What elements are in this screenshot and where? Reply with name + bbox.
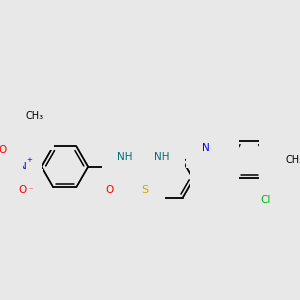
Text: O: O	[19, 185, 27, 195]
Text: Cl: Cl	[260, 195, 270, 205]
Text: O: O	[31, 125, 39, 135]
Text: NH: NH	[154, 152, 170, 162]
Text: O: O	[105, 185, 113, 195]
Text: +: +	[26, 157, 32, 163]
Text: CH₃: CH₃	[285, 154, 300, 164]
Text: O: O	[0, 145, 7, 155]
Text: N: N	[202, 142, 209, 153]
Text: N: N	[206, 167, 214, 176]
Text: CH₃: CH₃	[26, 111, 44, 122]
Text: N: N	[19, 162, 27, 172]
Text: N: N	[215, 154, 223, 164]
Text: NH: NH	[117, 152, 133, 162]
Text: ⁻: ⁻	[28, 186, 33, 195]
Text: S: S	[141, 185, 148, 195]
